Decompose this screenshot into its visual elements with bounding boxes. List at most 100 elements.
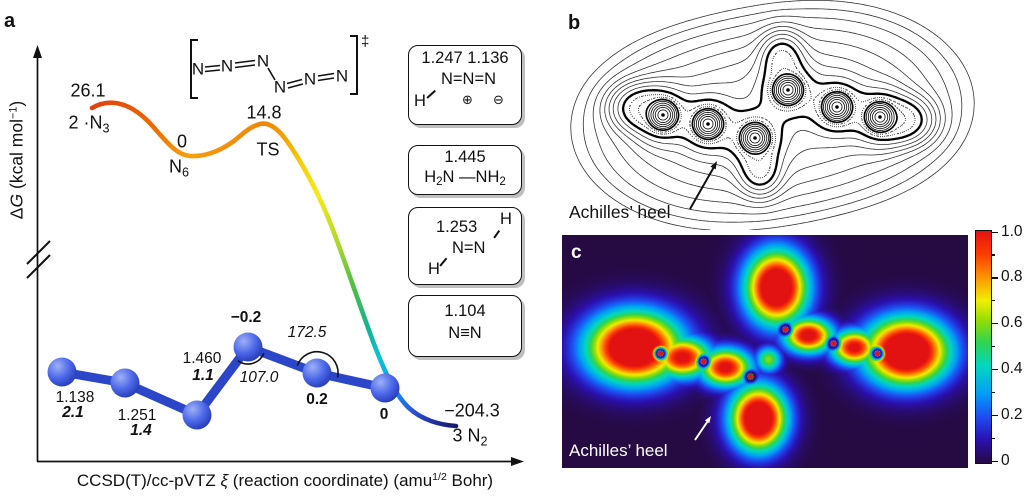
axis-break-mark [26,240,51,265]
panel-b: b Achilles’ heel [560,0,1024,230]
angle-arc-107 [237,352,265,365]
n2-formula: N≡N [448,324,482,342]
x-axis-label: CCSD(T)/cc-pVTZ ξ (reaction coordinate) … [76,471,494,490]
nucleus-dot [878,115,882,119]
contour-line [648,75,895,153]
colorbar-tick [991,460,998,462]
y-axis-label: ΔG (kcal mol−1) [6,100,27,220]
angle-label: 172.5 [287,324,327,341]
y-axis [26,45,51,462]
ref-box-hydrazine: 1.445 H2N —NH2 [408,145,522,195]
panel-a-label: a [4,10,16,32]
bond-length-label: 1.138 [55,389,95,406]
bond-order-label: 2.1 [62,404,84,421]
nucleus-dot [706,122,710,126]
h-n-bond [439,257,448,267]
x-axis-arrowhead [511,457,524,466]
reactant-energy: 26.1 [70,80,106,101]
plus-charge-icon: ⊕ [462,92,473,107]
angle-label: 107.0 [239,369,279,386]
panel-c: c Achilles’ heel [562,235,968,468]
angle-arc-172 [296,350,339,378]
npa-charge-label: 0 [379,406,389,423]
reactant-species: 2 ·N3 [68,112,110,136]
minimum-species: N6 [168,156,190,180]
ref-box-n2: 1.104 N≡N [408,295,522,357]
arrowhead [704,416,711,424]
bond-length-value: 1.104 [444,302,486,320]
colorbar-tick-label: 1.0 [1001,222,1023,240]
product-species: 3 N2 [452,425,488,449]
density-contour-map [570,0,975,230]
bond-length-value: 1.445 [444,148,486,166]
contour-line [599,21,946,208]
panel-c-annotation-arrow [694,416,711,441]
diazene-chain: N=N [452,239,486,257]
hn3-chain: N=N=N [441,70,497,88]
minimum-energy: 0 [176,131,188,152]
bond-length-values: 1.247 1.136 [421,49,509,67]
molecule-atom [182,400,212,430]
colorbar [975,230,992,464]
colorbar-tick [991,437,995,439]
colorbar-tick [991,254,995,256]
achilles-heel-annotation-c: Achilles’ heel [569,441,668,460]
panel-a: ‡ N N N N N N a ΔG (kcal mol−1) CCSD(T)/… [4,10,524,490]
contour-line [629,50,916,179]
ts-structure: ‡ N N N N N N [190,33,369,99]
contour-line [617,38,928,191]
colorbar-tick [991,300,995,302]
achilles-heel-annotation-b: Achilles’ heel [569,202,671,222]
bond-length-label: 1.251 [117,407,157,424]
contour-line [582,8,963,223]
nucleus-dot [786,88,790,92]
elf-heatmap [562,235,968,468]
colorbar-tick-label: 0 [1001,451,1010,469]
contour-line [650,77,893,151]
contour-line [621,42,923,186]
colorbar-tick-label: 0.6 [1001,314,1023,332]
contour-line [637,67,906,162]
ts-name: TS [256,139,280,160]
ts-atom: N [304,70,316,89]
contour-line [645,73,898,156]
molecule-atom [233,332,263,362]
colorbar-tick-label: 0.4 [1001,359,1023,377]
axis-break-mark [26,254,51,279]
ts-atom: N [221,57,233,76]
molecule-atom [47,357,77,387]
product-energy: −204.3 [444,400,500,421]
colorbar-tick [991,391,995,394]
arrowhead [710,161,717,170]
nucleus-dot [753,136,757,140]
minus-charge-icon: ⊖ [493,92,504,107]
dagger: ‡ [361,33,369,50]
molecule-atom [370,373,400,403]
ts-atom: N [257,52,269,71]
h-n-bond [426,89,436,99]
diazene-h-bottom: H [428,260,440,278]
contour-line [604,26,941,203]
hn3-h: H [414,92,426,110]
ref-box-hn3: 1.247 1.136 N=N=N H ⊕ ⊖ [408,45,522,125]
panel-b-label: b [568,12,581,34]
hydrazine-formula: H2N —NH2 [424,168,506,189]
colorbar-tick [991,368,998,371]
contour-line [654,81,889,147]
colorbar-tick [991,231,998,233]
ref-box-diazene: 1.253 H N=N H [408,207,522,285]
panel-c-label: c [571,242,582,263]
bond-length-label: 1.460 [182,350,222,367]
right-bracket [350,35,358,95]
panel-b-annotation-arrow [689,161,717,210]
colorbar-tick-label: 0.2 [1001,405,1023,423]
n6-molecule [47,332,400,430]
colorbar-tick [991,323,998,325]
npa-charge-label: −0.2 [230,309,262,326]
contour-line [612,33,933,195]
npa-charge-label: 0.2 [306,391,328,408]
y-axis-arrowhead [33,45,42,58]
molecule-atom [110,368,140,398]
colorbar-tick [991,277,998,279]
